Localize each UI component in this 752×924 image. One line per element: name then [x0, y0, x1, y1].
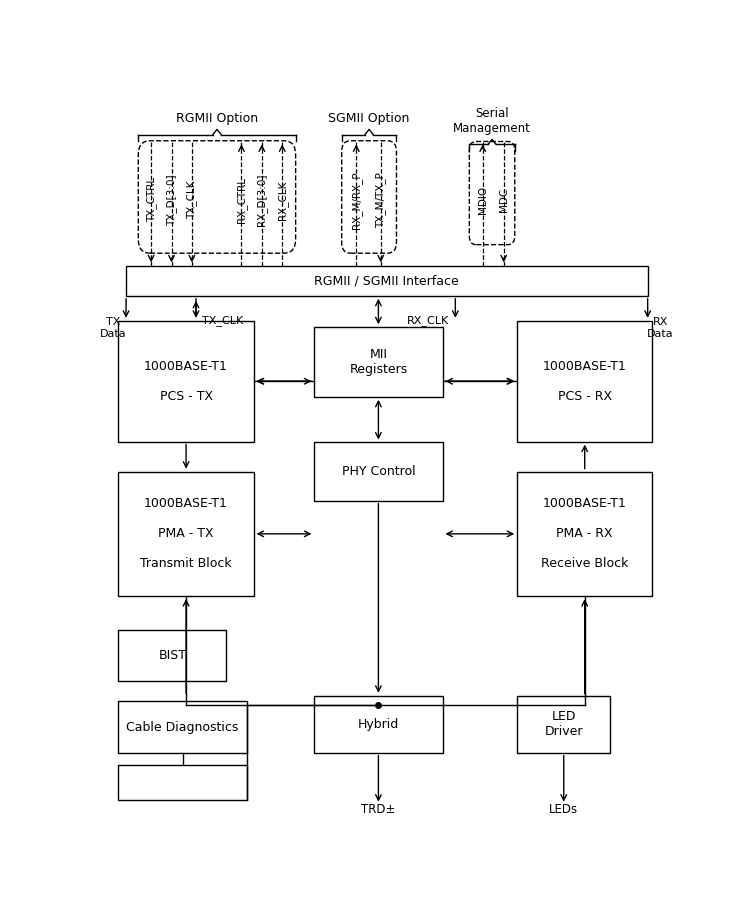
Text: SGMII Option: SGMII Option	[329, 112, 410, 125]
Text: 1000BASE-T1

PCS - TX: 1000BASE-T1 PCS - TX	[144, 359, 228, 403]
Text: MDIO: MDIO	[478, 186, 488, 213]
Text: 1000BASE-T1

PCS - RX: 1000BASE-T1 PCS - RX	[543, 359, 626, 403]
Text: TRD±: TRD±	[361, 803, 396, 816]
Text: Cable Diagnostics: Cable Diagnostics	[126, 721, 239, 734]
Text: Serial
Management: Serial Management	[453, 107, 531, 135]
Text: RX_M/RX_P: RX_M/RX_P	[350, 171, 362, 228]
Text: BIST: BIST	[159, 650, 186, 663]
Text: RX_CLK: RX_CLK	[277, 180, 288, 220]
Text: MDC: MDC	[499, 188, 508, 212]
Text: TX_D[3:0]: TX_D[3:0]	[166, 174, 177, 225]
Text: TX_CLK: TX_CLK	[202, 315, 243, 326]
Text: 1000BASE-T1

PMA - TX

Transmit Block: 1000BASE-T1 PMA - TX Transmit Block	[141, 497, 232, 570]
Text: 1000BASE-T1

PMA - RX

Receive Block: 1000BASE-T1 PMA - RX Receive Block	[541, 497, 629, 570]
Bar	[119, 701, 247, 753]
Bar	[119, 765, 247, 799]
Text: TX_M/TX_P: TX_M/TX_P	[375, 172, 387, 227]
Text: RGMII Option: RGMII Option	[176, 112, 258, 125]
Text: LEDs: LEDs	[549, 803, 578, 816]
Text: RGMII / SGMII Interface: RGMII / SGMII Interface	[314, 274, 459, 287]
Bar	[126, 266, 647, 296]
Text: TX_CTRL: TX_CTRL	[146, 177, 156, 223]
Text: MII
Registers: MII Registers	[349, 348, 408, 376]
Text: PHY Control: PHY Control	[341, 465, 415, 478]
Text: LED
Driver: LED Driver	[544, 711, 583, 738]
Bar	[517, 471, 652, 596]
Bar	[314, 327, 442, 397]
Bar	[314, 696, 442, 753]
Bar	[314, 443, 442, 501]
Text: RX_CLK: RX_CLK	[408, 315, 450, 326]
Bar	[119, 321, 253, 442]
Bar	[517, 696, 611, 753]
Bar	[119, 471, 253, 596]
Text: RX
Data: RX Data	[647, 317, 674, 339]
Text: TX_CLK: TX_CLK	[186, 180, 197, 219]
Text: Hybrid: Hybrid	[358, 718, 399, 731]
Text: RX_CTRL: RX_CTRL	[236, 176, 247, 223]
Text: TX
Data: TX Data	[100, 317, 126, 339]
Bar	[119, 630, 226, 682]
Bar	[517, 321, 652, 442]
Text: RX_D[3:0]: RX_D[3:0]	[256, 174, 267, 226]
